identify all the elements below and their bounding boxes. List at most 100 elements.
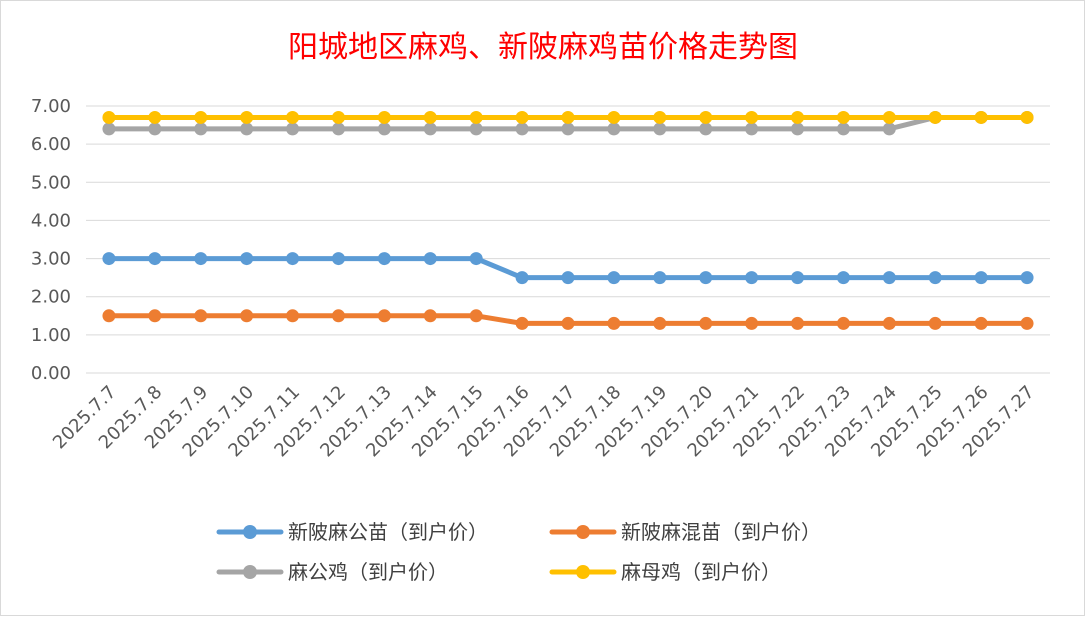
data-point: [377, 309, 391, 323]
legend-label: 新陂麻公苗（到户价）: [288, 520, 488, 544]
data-point: [469, 309, 483, 323]
data-point: [974, 316, 988, 330]
data-point: [882, 316, 896, 330]
data-point: [102, 252, 116, 266]
data-point: [194, 252, 208, 266]
data-point: [240, 110, 254, 124]
data-point: [653, 316, 667, 330]
data-point: [1020, 271, 1034, 285]
data-point: [102, 110, 116, 124]
legend-item-2: 麻公鸡（到户价）: [216, 560, 448, 584]
legend-marker: [576, 565, 590, 579]
y-tick-label: 5.00: [31, 172, 71, 193]
data-point: [286, 122, 300, 136]
series-3: [102, 110, 1034, 124]
data-point: [423, 122, 437, 136]
data-point: [928, 316, 942, 330]
data-point: [882, 110, 896, 124]
data-point: [240, 122, 254, 136]
data-point: [194, 122, 208, 136]
data-point: [791, 271, 805, 285]
data-point: [469, 122, 483, 136]
data-point: [286, 110, 300, 124]
data-point: [928, 110, 942, 124]
series-0: [102, 252, 1034, 285]
data-point: [836, 122, 850, 136]
data-point: [882, 122, 896, 136]
data-point: [561, 122, 575, 136]
data-point: [286, 309, 300, 323]
data-point: [377, 110, 391, 124]
data-point: [331, 110, 345, 124]
data-point: [653, 271, 667, 285]
legend-marker: [243, 565, 257, 579]
data-point: [377, 252, 391, 266]
data-point: [1020, 316, 1034, 330]
data-point: [423, 309, 437, 323]
data-point: [515, 316, 529, 330]
legend-item-0: 新陂麻公苗（到户价）: [216, 520, 488, 544]
legend: 新陂麻公苗（到户价） 新陂麻混苗（到户价） 麻公鸡（到户价） 麻母鸡（到户价）: [216, 520, 821, 584]
data-point: [469, 110, 483, 124]
data-point: [607, 271, 621, 285]
data-point: [607, 110, 621, 124]
data-point: [286, 252, 300, 266]
data-point: [836, 110, 850, 124]
data-point: [928, 271, 942, 285]
legend-marker: [576, 525, 590, 539]
data-point: [699, 122, 713, 136]
y-tick-label: 1.00: [31, 325, 71, 346]
data-point: [653, 122, 667, 136]
y-tick-label: 4.00: [31, 210, 71, 231]
data-point: [423, 252, 437, 266]
data-point: [745, 110, 759, 124]
data-point: [745, 271, 759, 285]
data-point: [515, 110, 529, 124]
data-point: [515, 122, 529, 136]
data-point: [148, 122, 162, 136]
data-point: [699, 110, 713, 124]
data-point: [699, 316, 713, 330]
y-tick-label: 7.00: [31, 96, 71, 117]
data-point: [882, 271, 896, 285]
data-point: [148, 309, 162, 323]
legend-label: 麻母鸡（到户价）: [621, 560, 781, 584]
data-point: [423, 110, 437, 124]
data-point: [469, 252, 483, 266]
data-point: [102, 309, 116, 323]
data-point: [745, 122, 759, 136]
data-point: [148, 110, 162, 124]
data-point: [607, 122, 621, 136]
y-axis-ticks: 0.00 1.00 2.00 3.00 4.00 5.00 6.00 7.00: [31, 96, 71, 384]
chart-title: 阳城地区麻鸡、新陂麻鸡苗价格走势图: [288, 30, 798, 65]
legend-marker: [243, 525, 257, 539]
gridlines: [86, 105, 1050, 374]
data-point: [515, 271, 529, 285]
legend-item-3: 麻母鸡（到户价）: [549, 560, 781, 584]
data-point: [699, 271, 713, 285]
data-point: [1020, 110, 1034, 124]
data-point: [653, 110, 667, 124]
data-point: [240, 309, 254, 323]
data-point: [331, 252, 345, 266]
data-point: [607, 316, 621, 330]
y-tick-label: 3.00: [31, 249, 71, 270]
legend-label: 新陂麻混苗（到户价）: [621, 520, 821, 544]
x-axis-ticks: 2025.7.72025.7.82025.7.92025.7.102025.7.…: [49, 382, 1039, 462]
data-point: [148, 252, 162, 266]
data-point: [102, 122, 116, 136]
data-point: [836, 271, 850, 285]
data-point: [791, 110, 805, 124]
legend-label: 麻公鸡（到户价）: [288, 560, 448, 584]
data-point: [791, 316, 805, 330]
data-point: [791, 122, 805, 136]
data-point: [974, 271, 988, 285]
data-point: [240, 252, 254, 266]
data-point: [836, 316, 850, 330]
data-point: [974, 110, 988, 124]
y-tick-label: 6.00: [31, 134, 71, 155]
legend-item-1: 新陂麻混苗（到户价）: [549, 520, 821, 544]
y-tick-label: 0.00: [31, 363, 71, 384]
data-point: [194, 309, 208, 323]
